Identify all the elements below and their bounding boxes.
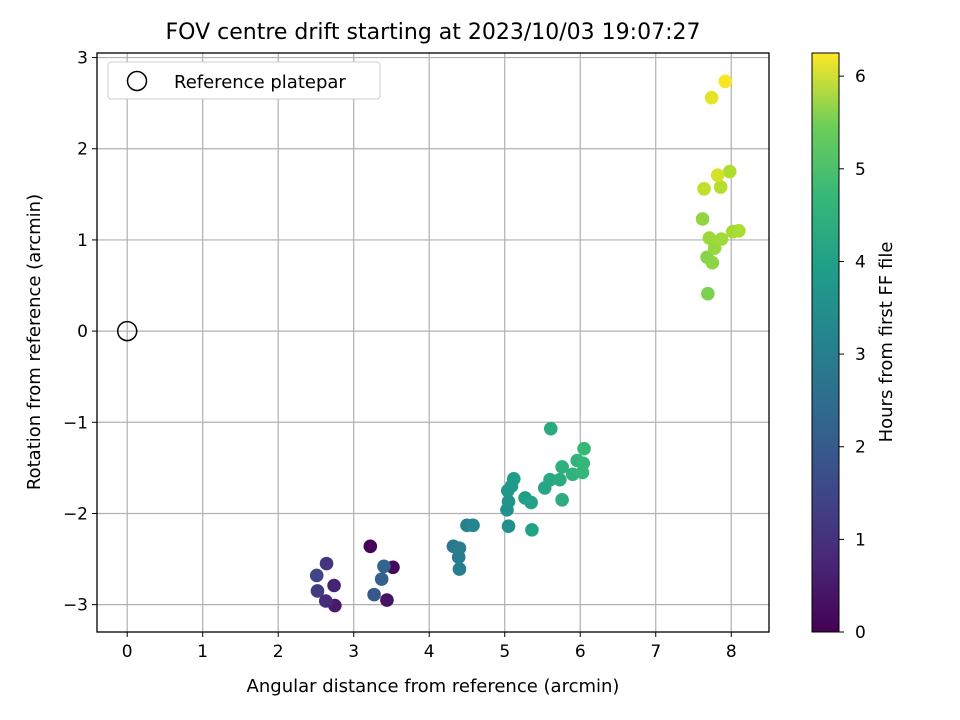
data-point: [310, 584, 325, 598]
data-point: [377, 559, 391, 574]
colorbar-tick-label: 3: [855, 345, 866, 365]
x-axis-label: Angular distance from reference (arcmin): [247, 676, 620, 697]
data-point: [374, 572, 389, 586]
colorbar-gradient: [811, 52, 840, 633]
reference-platepar-marker: [116, 320, 138, 342]
data-point: [309, 568, 324, 583]
plot-frame: [96, 52, 770, 633]
x-tick-label: 8: [726, 642, 737, 662]
data-point: [524, 495, 538, 510]
colorbar-tick-label: 4: [855, 252, 866, 272]
data-point: [577, 441, 591, 456]
data-point: [543, 472, 557, 487]
data-point: [318, 594, 333, 608]
data-point: [543, 421, 558, 436]
data-point: [525, 523, 539, 537]
data-point: [714, 232, 729, 246]
colorbar-tick-label: 1: [855, 530, 866, 550]
data-point: [704, 90, 719, 105]
data-point: [466, 518, 480, 533]
data-point: [319, 556, 334, 571]
data-point: [327, 578, 341, 593]
colorbar-tick-label: 2: [855, 438, 866, 458]
legend-label: Reference platepar: [174, 72, 346, 93]
data-point: [553, 472, 567, 487]
points: [116, 74, 746, 613]
y-tick-label: 2: [77, 140, 88, 160]
data-point: [718, 74, 733, 89]
data-point: [452, 562, 467, 576]
colorbar-ticks: 0 1 2 3 4 5 6: [839, 67, 866, 643]
x-tick-label: 0: [122, 642, 133, 662]
data-point: [555, 492, 569, 507]
colorbar-tick-label: 5: [855, 160, 866, 180]
y-tick-label: −3: [63, 596, 88, 616]
y-tick-label: 3: [77, 49, 88, 69]
data-point: [555, 460, 569, 474]
data-point: [501, 494, 516, 509]
data-point: [705, 255, 720, 270]
colorbar: 0 1 2 3 4 5 6 Hours from first FF file: [811, 52, 897, 643]
x-tick-label: 4: [424, 642, 435, 662]
legend-marker: [126, 70, 148, 92]
x-tick-label: 7: [650, 642, 661, 662]
chart-title: FOV centre drift starting at 2023/10/03 …: [166, 20, 701, 45]
y-tick-label: −2: [63, 504, 88, 524]
grid: [97, 53, 769, 632]
data-point: [576, 456, 591, 471]
data-point: [363, 539, 378, 554]
data-point: [695, 212, 710, 226]
data-point: [701, 286, 715, 301]
y-tick-label: −1: [63, 413, 88, 433]
data-point: [697, 182, 711, 196]
colorbar-tick-label: 0: [855, 623, 866, 643]
data-point: [452, 541, 467, 555]
x-tick-label: 3: [348, 642, 359, 662]
data-point: [367, 587, 381, 602]
data-point: [380, 593, 394, 607]
data-point: [506, 472, 521, 486]
legend-box: [107, 61, 381, 100]
x-tick-label: 6: [575, 642, 586, 662]
data-point: [731, 224, 746, 238]
data-point: [501, 519, 516, 534]
data-point: [702, 231, 717, 245]
y-axis-label: Rotation from reference (arcmin): [24, 194, 45, 490]
y-ticks: −3 −2 −1 0 1 2 3: [63, 49, 97, 616]
colorbar-tick-label: 6: [855, 67, 866, 87]
x-tick-label: 5: [499, 642, 510, 662]
data-point: [710, 168, 725, 182]
x-tick-label: 2: [273, 642, 284, 662]
colorbar-label: Hours from first FF file: [876, 242, 897, 443]
data-point: [722, 164, 737, 179]
y-tick-label: 1: [77, 231, 88, 251]
x-ticks: 0 1 2 3 4 5 6 7 8: [122, 632, 737, 662]
x-tick-label: 1: [197, 642, 208, 662]
y-tick-label: 0: [77, 322, 88, 342]
data-point: [713, 180, 728, 194]
legend: Reference platepar: [107, 61, 381, 100]
